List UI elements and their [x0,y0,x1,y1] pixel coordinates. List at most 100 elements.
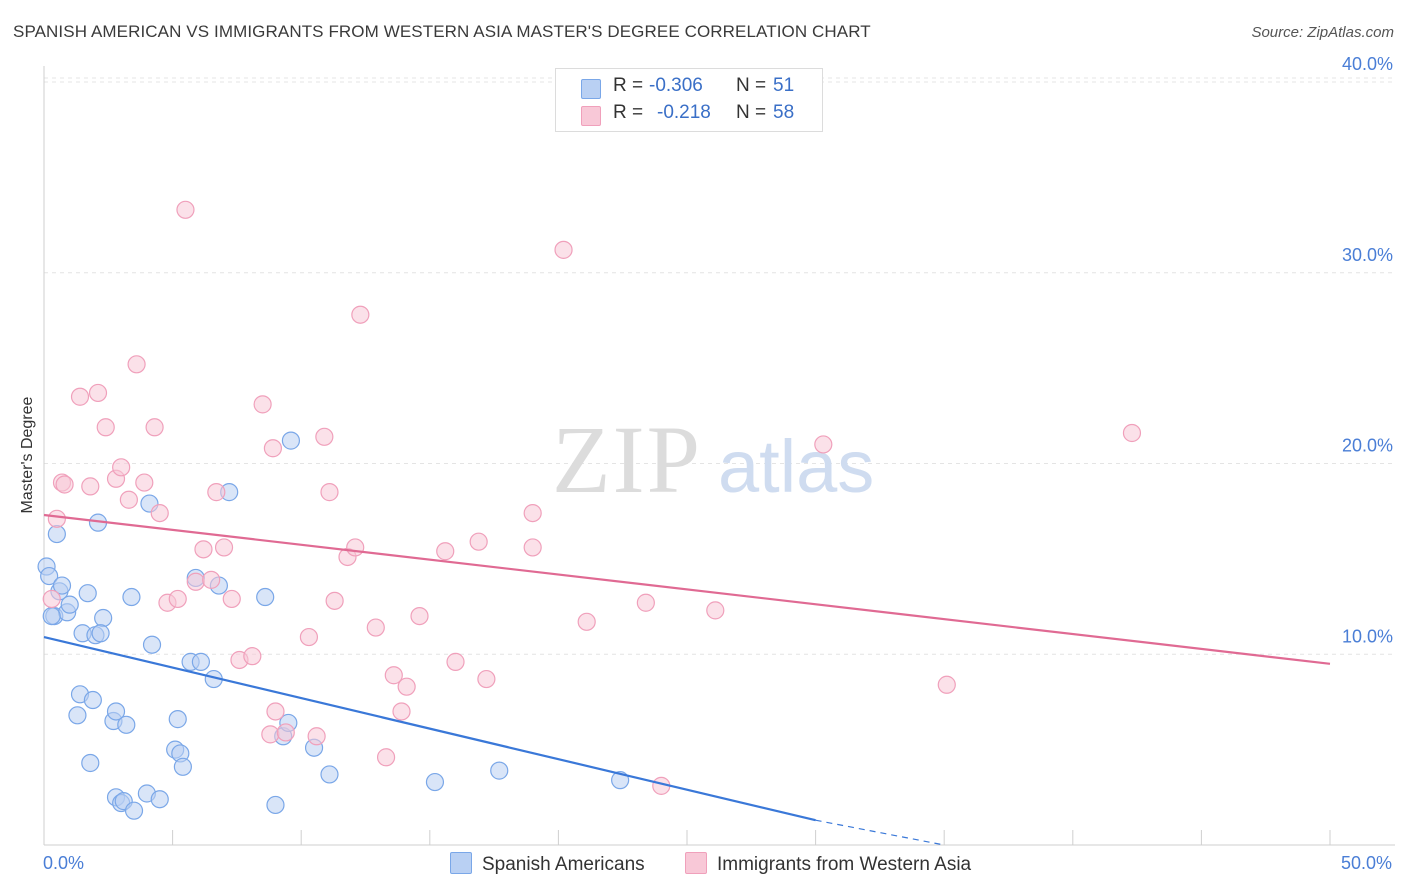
bottom-legend-swatch-pink [685,852,707,874]
point-western-asia [307,727,326,746]
point-spanish-american [106,702,126,721]
point-western-asia [176,200,195,219]
point-spanish-american [60,595,79,614]
point-spanish-american [256,587,275,607]
point-western-asia [469,532,488,551]
point-western-asia [814,435,833,454]
trend-line-immigrants-western-asia [43,513,1331,665]
legend-r-value: -0.306 [649,75,703,96]
point-western-asia [119,490,138,509]
point-spanish-american [124,801,144,820]
point-spanish-american [425,772,445,792]
point-western-asia [168,589,187,609]
y-tick-label: 10.0% [1342,626,1393,646]
point-western-asia [266,702,285,721]
trend-lines [43,513,1331,846]
point-western-asia [436,542,455,561]
legend-n-value: 58 [773,102,795,123]
point-spanish-american [91,624,110,643]
point-western-asia [207,483,226,502]
point-western-asia [88,383,108,403]
point-western-asia [636,593,655,612]
legend-r-value: -0.218 [657,102,711,123]
series-spanish-americans [37,431,630,820]
point-western-asia [112,458,131,477]
point-western-asia [706,601,725,620]
point-western-asia [55,475,74,494]
point-western-asia [523,538,542,557]
legend-swatch-blue [581,79,601,99]
point-western-asia [351,305,370,324]
legend-swatch-pink [581,106,601,126]
point-western-asia [315,427,334,446]
point-western-asia [523,503,542,523]
watermark: ZIP atlas [552,406,874,513]
point-western-asia [47,509,66,528]
legend-r-label: R = [613,102,644,123]
legend-n-label: N = [736,75,767,96]
point-spanish-american [47,524,66,544]
point-western-asia [135,473,154,492]
bottom-legend-label: Immigrants from Western Asia [717,854,972,875]
point-spanish-american [191,652,210,671]
point-western-asia [320,483,339,502]
point-spanish-american [490,761,509,780]
point-spanish-american [266,795,285,815]
svg-text:atlas: atlas [718,425,874,508]
point-western-asia [263,439,283,458]
point-western-asia [150,503,169,523]
point-western-asia [937,675,956,694]
grid-lines [44,77,1395,655]
point-western-asia [376,748,396,767]
point-spanish-american [173,757,192,776]
point-western-asia [477,669,496,689]
point-western-asia [42,589,61,609]
point-western-asia [253,395,272,414]
bottom-legend-immigrants-western-asia: Immigrants from Western Asia [685,852,971,876]
point-spanish-american [150,790,169,809]
trend-line-spanish-americans [43,636,816,822]
point-western-asia [299,627,319,647]
y-tick-label: 20.0% [1342,436,1393,456]
point-western-asia [127,355,146,374]
point-western-asia [577,612,596,631]
x-tick-max: 50.0% [1340,853,1392,873]
point-western-asia [214,538,234,557]
point-spanish-american [94,608,113,628]
point-western-asia [325,591,344,610]
point-spanish-american [68,706,87,725]
point-spanish-american [168,710,187,729]
point-western-asia [366,618,385,637]
legend-r-label: R = [613,75,644,96]
svg-text:ZIP: ZIP [552,406,702,513]
legend-n-label: N = [736,102,767,123]
point-western-asia [70,387,90,406]
point-western-asia [276,723,295,742]
point-western-asia [186,572,205,591]
point-spanish-american [42,606,61,626]
point-western-asia [397,677,416,696]
source-label: Source: ZipAtlas.com [1251,24,1394,41]
point-spanish-american [142,635,162,654]
point-western-asia [346,538,365,557]
point-western-asia [392,702,411,721]
point-spanish-american [40,566,59,586]
chart-title: SPANISH AMERICAN VS IMMIGRANTS FROM WEST… [13,22,871,41]
point-western-asia [194,540,213,559]
point-western-asia [96,418,115,437]
x-tick-min: 0.0% [43,853,85,873]
point-spanish-american [83,690,102,710]
point-spanish-american [81,753,100,773]
point-spanish-american [320,765,339,784]
point-spanish-american [117,715,136,734]
point-spanish-american [122,587,141,607]
point-spanish-american [78,584,97,603]
point-western-asia [446,652,465,671]
trend-line-spanish-americans-extension [815,819,945,846]
point-western-asia [261,725,280,744]
bottom-legend-spanish-americans: Spanish Americans [450,852,645,876]
point-western-asia [202,570,221,589]
point-western-asia [145,418,164,437]
bottom-legend-label: Spanish Americans [482,854,645,875]
